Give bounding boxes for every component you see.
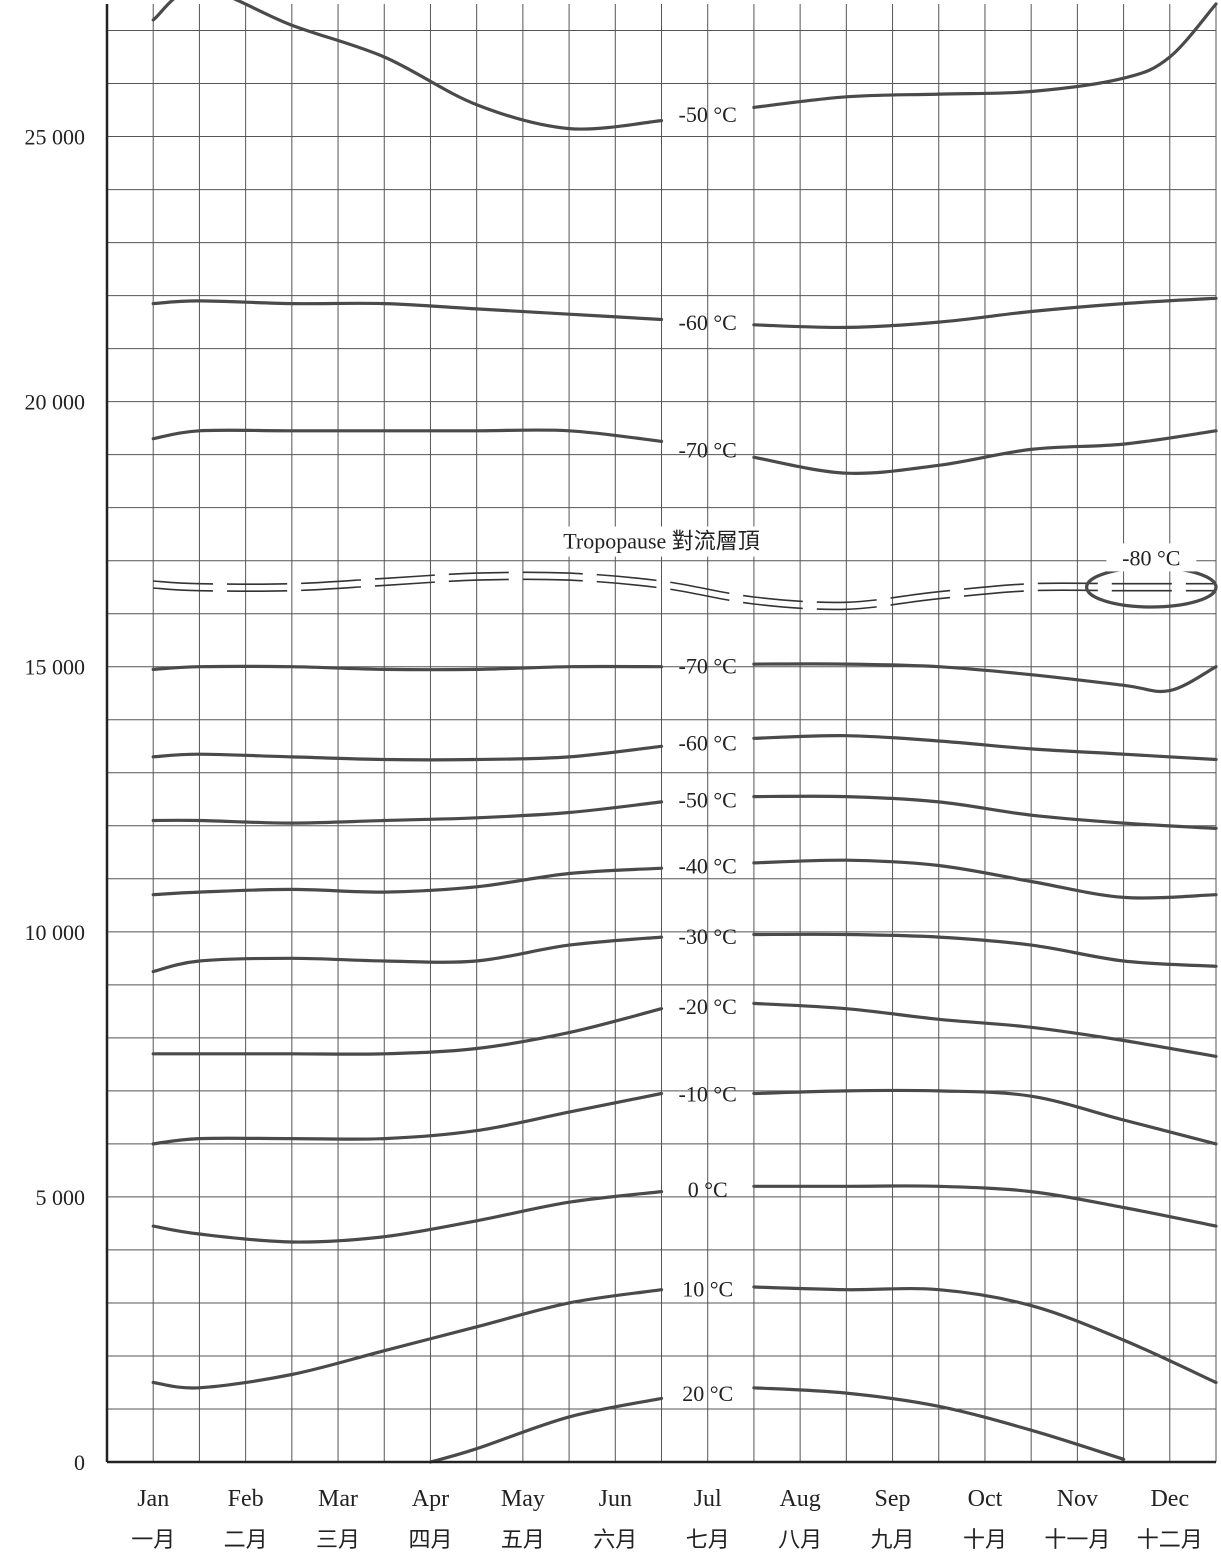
y-tick-label: 10 000 — [25, 920, 86, 945]
x-tick-label-en: Apr — [412, 1486, 449, 1512]
isotherm-line — [752, 932, 1218, 968]
x-tick-label-zh: 十月 — [963, 1528, 1007, 1553]
isotherm-label: -70 °C — [679, 437, 737, 462]
isotherm-label: -50 °C — [679, 787, 737, 812]
x-tick-label-en: Jan — [137, 1486, 169, 1512]
isotherm-label: 0 °C — [688, 1177, 728, 1202]
x-tick-label-zh: 十一月 — [1044, 1528, 1110, 1553]
tropopause-line: Tropopause 對流層頂 -80 °C — [153, 526, 1218, 611]
isotherm-label: -60 °C — [679, 730, 737, 755]
closed-isotherm — [1085, 565, 1218, 609]
isotherm-lines — [151, 0, 1218, 1464]
isotherm-line — [151, 0, 664, 131]
isotherm-label: -60 °C — [679, 310, 737, 335]
isotherm-line — [752, 794, 1218, 830]
isotherm-label: 20 °C — [682, 1381, 733, 1406]
x-tick-label-zh: 八月 — [778, 1528, 822, 1553]
isotherm-label: 10 °C — [682, 1276, 733, 1301]
y-tick-label: 15 000 — [25, 655, 86, 680]
tropopause-label-bg — [531, 526, 792, 557]
x-tick-label-zh: 五月 — [501, 1528, 545, 1553]
x-tick-label-zh: 十二月 — [1137, 1528, 1203, 1553]
x-tick-label-en: Nov — [1057, 1486, 1098, 1512]
isotherm-line — [151, 800, 664, 825]
tropopause-dash — [153, 571, 1216, 604]
x-tick-label-zh: 四月 — [408, 1528, 452, 1553]
x-tick-label-en: Sep — [875, 1486, 911, 1512]
y-axis-ticks: 0 5 000 10 000 15 000 20 000 25 000 — [25, 125, 86, 1475]
isotherm-line — [151, 1091, 664, 1146]
isotherm-line — [151, 299, 664, 322]
grid — [106, 4, 1217, 1463]
isotherm-line — [151, 664, 664, 672]
tropopause-label: Tropopause 對流層頂 — [563, 529, 760, 554]
isotherm-line — [752, 1386, 1126, 1461]
x-tick-label-en: Aug — [779, 1486, 820, 1512]
y-tick-label: 20 000 — [25, 390, 86, 415]
isotherm-line — [151, 744, 664, 762]
isotherm-line — [151, 428, 664, 443]
isotherm-line — [151, 1190, 664, 1244]
x-tick-label-zh: 三月 — [316, 1528, 360, 1553]
isotherm-label: -40 °C — [679, 854, 737, 879]
x-tick-label-en: Jun — [599, 1486, 632, 1512]
isotherm-line — [752, 2, 1218, 109]
isotherm-line — [752, 1088, 1218, 1146]
x-tick-label-en: May — [501, 1486, 545, 1512]
closed-isotherm-label-bg — [1106, 543, 1197, 572]
isotherm-line — [752, 662, 1218, 694]
x-tick-label-en: Feb — [228, 1486, 264, 1512]
closed-isotherm-label: -80 °C — [1122, 545, 1180, 570]
y-tick-label: 0 — [74, 1450, 85, 1475]
x-tick-label-zh: 九月 — [871, 1528, 915, 1553]
isotherm-line — [752, 1285, 1218, 1385]
y-tick-label: 25 000 — [25, 125, 86, 150]
isotherm-line — [752, 858, 1218, 900]
x-tick-label-zh: 七月 — [686, 1528, 730, 1553]
x-tick-label-en: Oct — [968, 1486, 1003, 1512]
isotherm-line — [752, 734, 1218, 762]
y-tick-label: 5 000 — [36, 1185, 86, 1210]
isotherm-line — [151, 1007, 664, 1056]
isotherm-label: -70 °C — [679, 653, 737, 678]
x-tick-label-zh: 二月 — [224, 1528, 268, 1553]
isotherm-line — [151, 1288, 664, 1390]
x-tick-label-en: Mar — [318, 1486, 358, 1512]
x-tick-label-en: Dec — [1150, 1486, 1189, 1512]
x-tick-label-zh: 一月 — [131, 1528, 175, 1553]
x-tick-label-en: Jul — [694, 1486, 722, 1512]
x-tick-label-zh: 六月 — [593, 1528, 637, 1553]
isotherm-label: -10 °C — [679, 1082, 737, 1107]
isotherm-line — [752, 1184, 1218, 1228]
isotherm-line — [752, 296, 1218, 330]
isotherm-line — [151, 866, 664, 897]
isotherm-label: -50 °C — [679, 102, 737, 127]
isotherm-label: -30 °C — [679, 924, 737, 949]
isotherm-line — [752, 1001, 1218, 1058]
isotherm-labels: -50 °C -60 °C -70 °C -70 °C -60 °C -50 °C -40 … — [679, 102, 737, 1406]
axes — [105, 4, 1216, 1464]
isotherm-line — [752, 429, 1218, 475]
isotherm-line — [151, 935, 664, 974]
isotherm-label: -20 °C — [679, 994, 737, 1019]
x-axis-ticks: Jan 一月 Feb 二月 Mar 三月 Apr 四月 May 五月 Jun 六月 Jul 七月 Aug 八月… — [131, 1486, 1203, 1553]
isotherm-line — [428, 1396, 664, 1464]
